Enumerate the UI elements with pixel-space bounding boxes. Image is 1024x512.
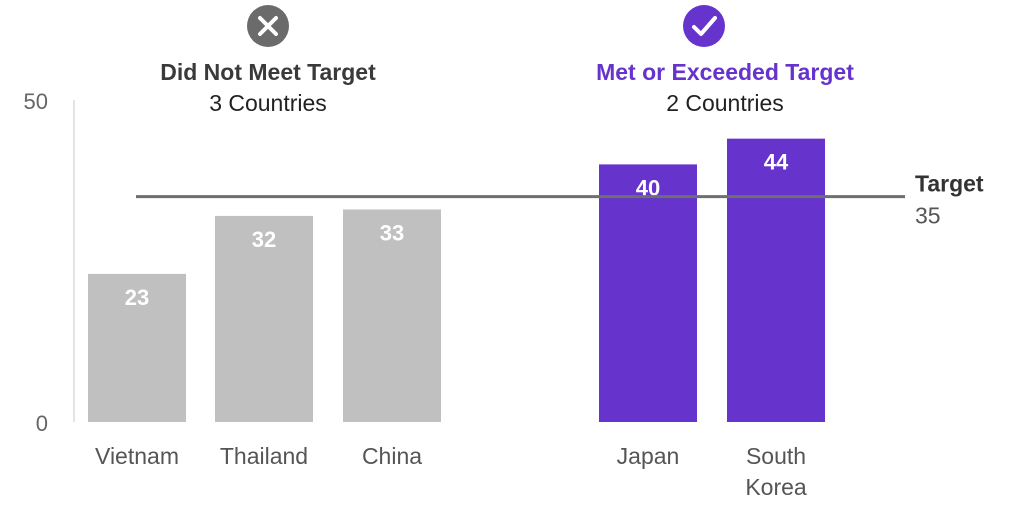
group-header-met-target: Met or Exceeded Target 2 Countries	[596, 5, 854, 116]
target-value: 35	[915, 203, 941, 229]
bar	[215, 215, 313, 422]
x-tick-label-line: Thailand	[220, 443, 308, 469]
x-tick-label-line: China	[362, 443, 422, 469]
bar-value-label: 33	[380, 220, 404, 245]
target-reference: Target 35	[136, 171, 984, 229]
group-subtitle: 2 Countries	[666, 90, 784, 116]
x-tick-label-line: South	[746, 443, 806, 469]
y-tick-label: 0	[36, 411, 48, 436]
bar	[88, 273, 186, 422]
group-header-did-not-meet: Did Not Meet Target 3 Countries	[160, 5, 376, 116]
y-tick-label: 50	[24, 89, 48, 114]
x-tick-label: Thailand	[220, 443, 308, 469]
bar	[343, 209, 441, 422]
category-labels: Vietnam Thailand China Japan South Korea	[95, 443, 807, 500]
check-icon	[683, 5, 725, 47]
x-tick-label-line: Japan	[617, 443, 680, 469]
x-tick-label: Vietnam	[95, 443, 179, 469]
group-title: Met or Exceeded Target	[596, 59, 854, 85]
close-icon-mark	[258, 16, 278, 36]
group-title: Did Not Meet Target	[160, 59, 376, 85]
bar-value-label: 23	[125, 285, 149, 310]
x-tick-label: South Korea	[745, 443, 807, 500]
bar	[599, 164, 697, 422]
x-tick-label-line: Vietnam	[95, 443, 179, 469]
check-icon-mark	[692, 16, 717, 36]
group-subtitle: 3 Countries	[209, 90, 327, 116]
bar	[727, 138, 825, 422]
target-label: Target	[915, 171, 984, 197]
bar-value-label: 44	[764, 150, 789, 175]
x-tick-label: Japan	[617, 443, 680, 469]
x-tick-label: China	[362, 443, 422, 469]
x-tick-label-line: Korea	[745, 474, 807, 500]
bar-value-label: 32	[252, 227, 276, 252]
